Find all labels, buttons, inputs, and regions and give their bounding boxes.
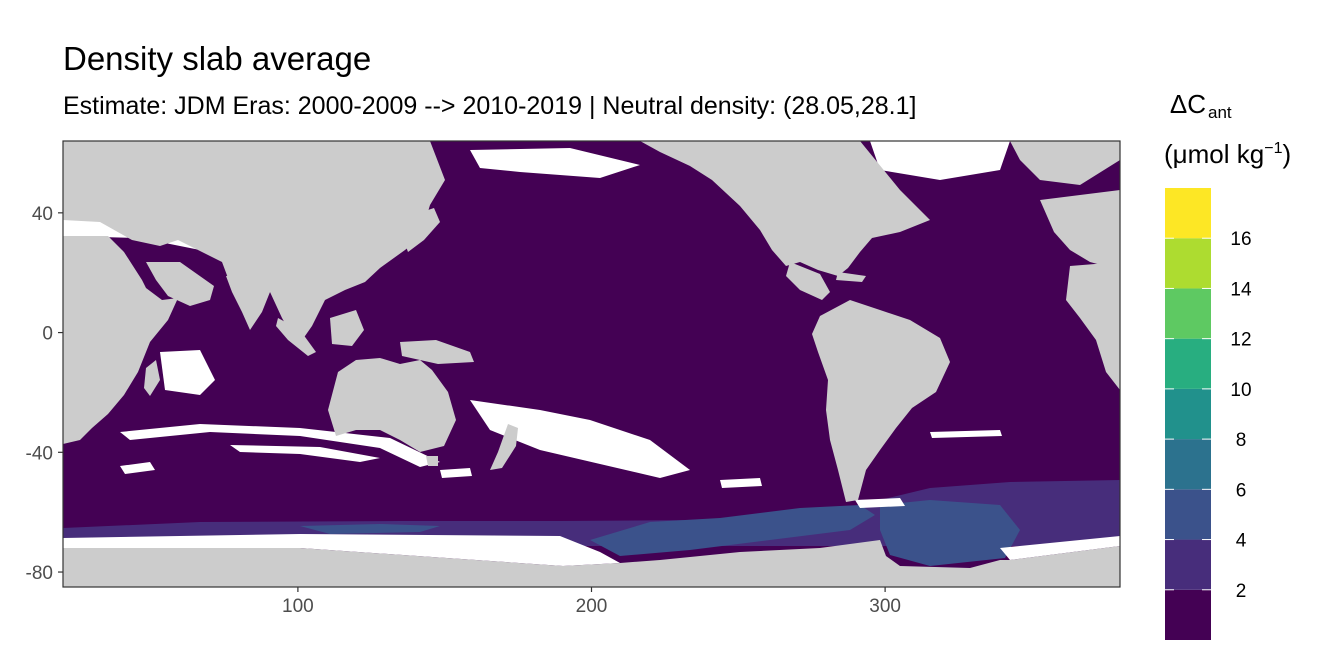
ocean-band-4-6-ross <box>590 505 875 556</box>
y-tick-label: 40 <box>32 204 53 225</box>
legend-unit-superscript: −1 <box>1264 140 1282 157</box>
land-new-zealand <box>490 424 518 470</box>
land-south-america <box>812 300 950 502</box>
legend-unit-text: (μmol kg <box>1164 139 1264 169</box>
land-borneo <box>330 310 364 346</box>
legend: ΔC ant (μmol kg−1) 2 4 6 8 10 12 14 16 <box>1164 89 1291 640</box>
x-tick-label: 200 <box>576 596 608 617</box>
y-tick-label: -40 <box>26 443 53 464</box>
x-tick-label: 300 <box>869 596 901 617</box>
no-data-antarctic-rim-atl <box>1000 536 1120 560</box>
land-eurasia <box>63 141 445 346</box>
no-data-antarctic-rim <box>63 534 620 566</box>
y-tick-label: 0 <box>42 324 53 345</box>
y-tick-label: -80 <box>26 563 53 584</box>
no-data-drake <box>855 498 905 508</box>
legend-swatch <box>1165 489 1211 540</box>
land <box>63 141 1120 587</box>
legend-swatch <box>1165 188 1211 239</box>
land-india <box>226 272 274 330</box>
legend-swatch <box>1165 238 1211 289</box>
legend-label: 2 <box>1236 581 1247 602</box>
legend-unit-close: ) <box>1282 139 1291 169</box>
land-australia <box>328 358 456 452</box>
x-axis: 100 200 300 <box>282 587 901 617</box>
land-sumatra <box>276 318 316 356</box>
land-africa <box>63 236 178 444</box>
no-data-southern-islands-4 <box>930 430 1002 438</box>
chart-title: Density slab average <box>63 40 372 77</box>
land-europe-west <box>1040 190 1120 270</box>
legend-swatch <box>1165 439 1211 490</box>
legend-label: 10 <box>1230 380 1251 401</box>
land-madagascar <box>144 360 160 396</box>
land-antarctica <box>63 540 1120 587</box>
legend-colorbar <box>1165 188 1211 640</box>
land-north-america <box>640 141 930 276</box>
land-central-america <box>786 262 830 300</box>
land-tasmania <box>426 456 438 466</box>
land-cuba <box>836 272 866 282</box>
no-data-southern-islands-3 <box>720 478 762 488</box>
legend-swatch <box>1165 589 1211 640</box>
legend-swatch <box>1165 288 1211 339</box>
land-greenland <box>1010 141 1120 185</box>
no-data-southern-islands-2 <box>440 468 472 478</box>
no-data-hudson <box>870 141 1010 180</box>
legend-label: 14 <box>1230 279 1252 300</box>
legend-label: 6 <box>1236 480 1247 501</box>
land-africa-west <box>1066 262 1120 390</box>
no-data-madagascar-ring <box>160 350 215 395</box>
legend-title-subscript: ant <box>1208 103 1232 122</box>
no-data-bering <box>470 148 640 178</box>
legend-label: 16 <box>1230 229 1251 250</box>
no-data-southern-islands-1 <box>120 462 155 474</box>
legend-title-delta: ΔC <box>1170 89 1206 119</box>
chart-subtitle: Estimate: JDM Eras: 2000-2009 --> 2010-2… <box>63 92 917 120</box>
land-japan <box>400 208 440 252</box>
legend-label: 12 <box>1230 330 1251 351</box>
legend-swatch <box>1165 388 1211 440</box>
legend-swatch <box>1165 338 1211 389</box>
legend-unit: (μmol kg−1) <box>1164 139 1291 169</box>
legend-swatch <box>1165 539 1211 590</box>
no-data-sw-pacific <box>470 400 690 478</box>
no-data-indian-arc <box>120 424 440 467</box>
y-axis: 40 0 -40 -80 <box>26 204 63 584</box>
legend-labels: 2 4 6 8 10 12 14 16 <box>1165 229 1252 602</box>
ocean-band-4-6-weddell <box>880 500 1020 566</box>
no-data-indian-arc-2 <box>230 445 380 462</box>
x-tick-label: 100 <box>282 596 314 617</box>
legend-label: 4 <box>1236 531 1247 552</box>
ocean-band-4-6-indian <box>300 524 440 534</box>
legend-label: 8 <box>1236 430 1247 451</box>
land-arabia <box>146 262 214 306</box>
land-new-guinea <box>400 340 474 364</box>
